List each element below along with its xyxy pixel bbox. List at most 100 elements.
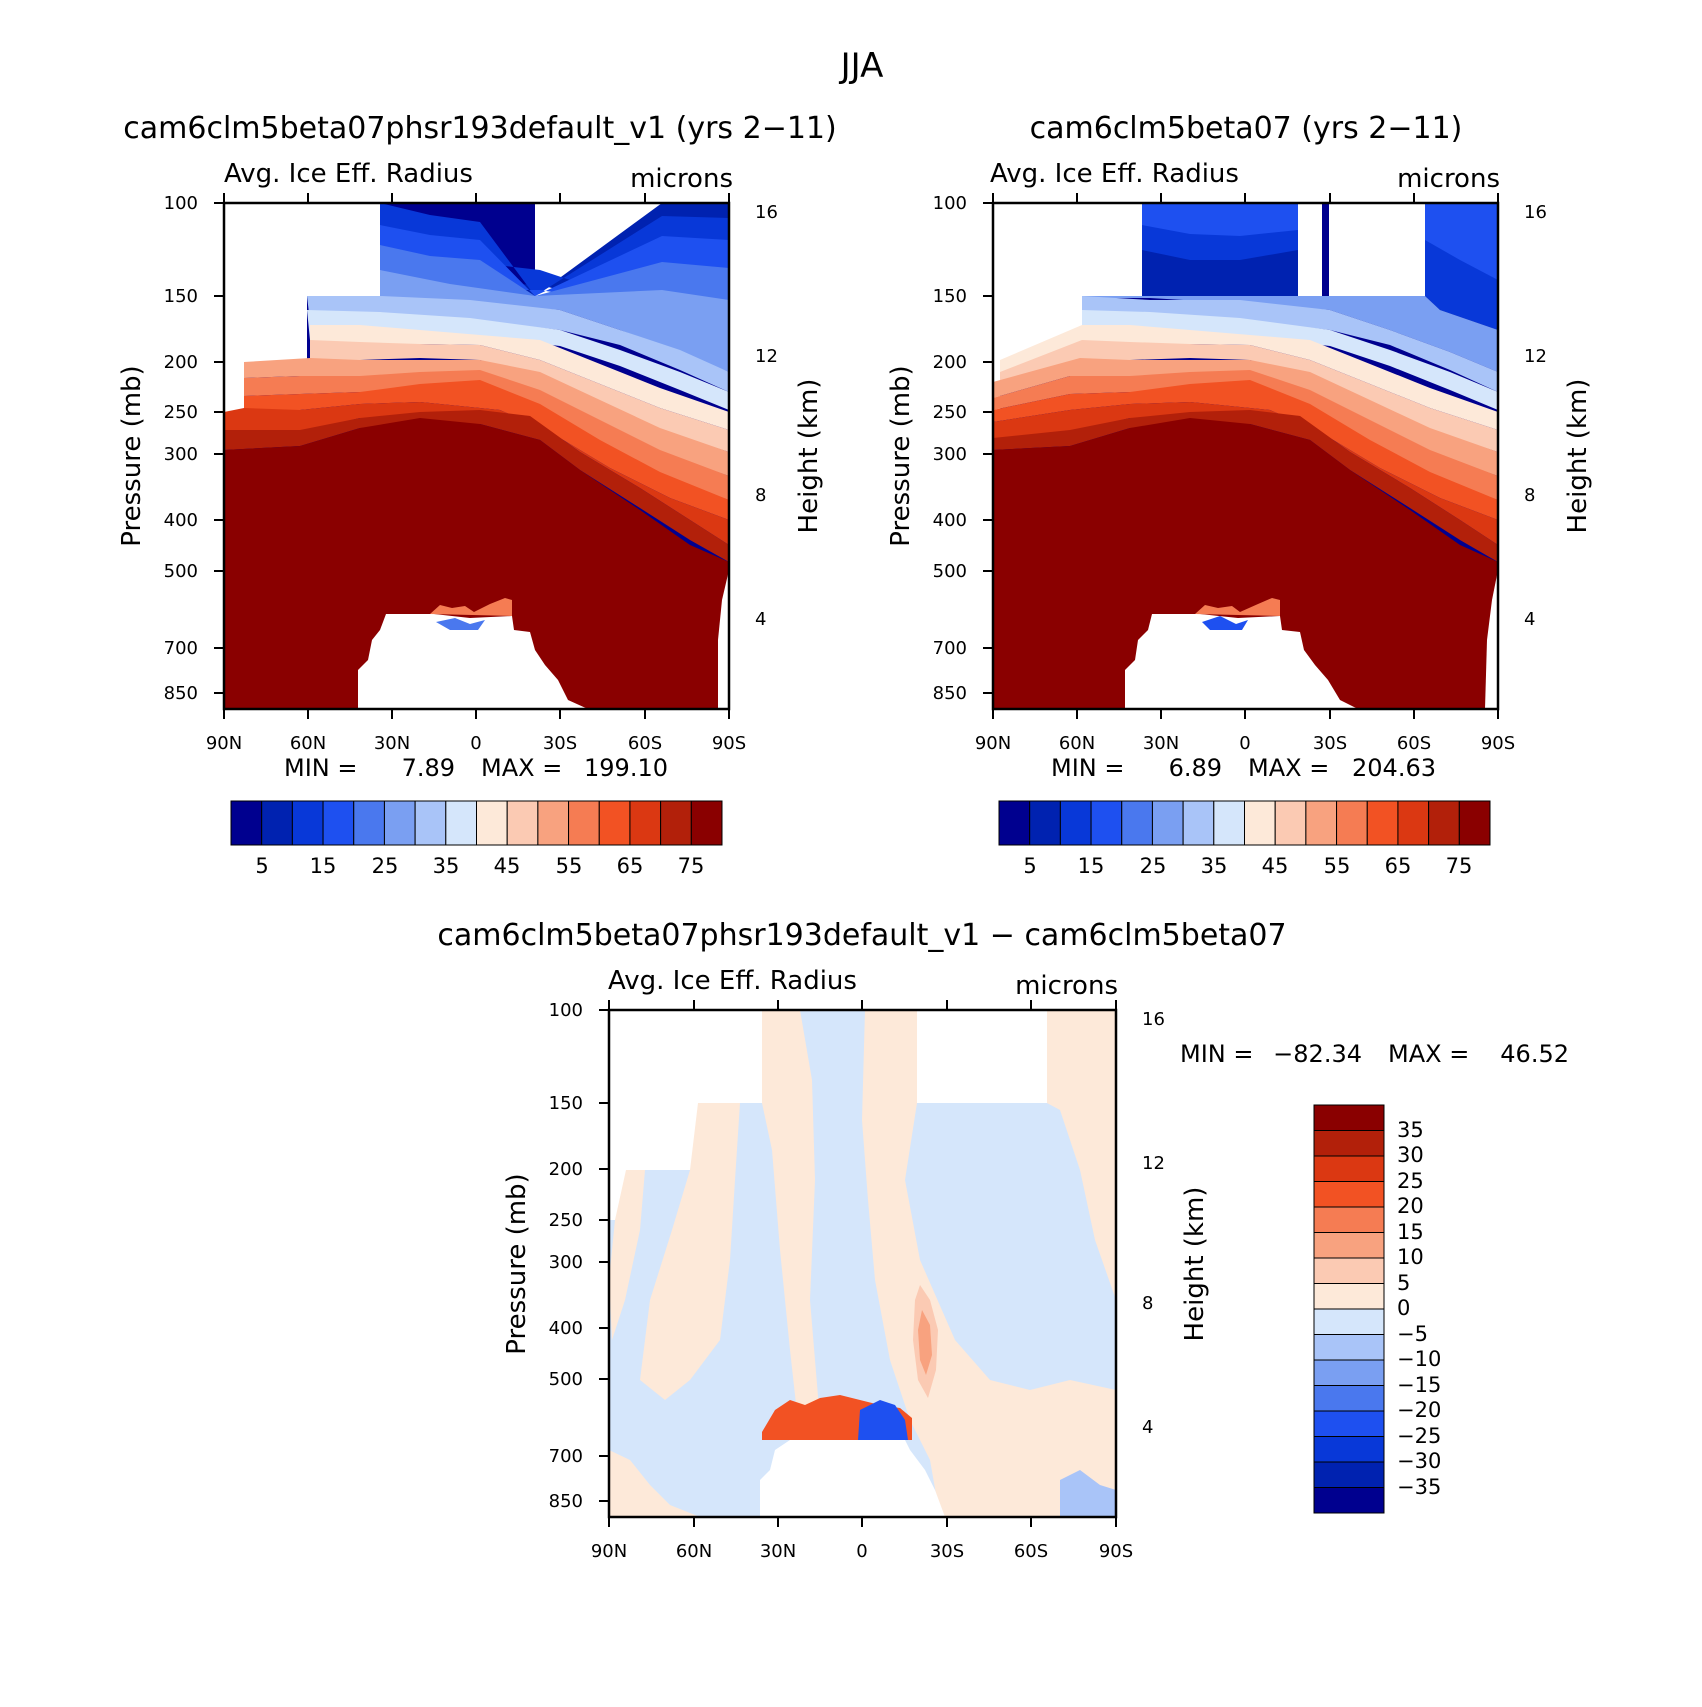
contour-band — [1082, 310, 1498, 410]
colorbar-cell — [1313, 1334, 1385, 1361]
y-axis-label: Pressure (mb) — [886, 365, 916, 546]
colorbar-cell — [690, 800, 723, 846]
y-axis-right-label: Height (km) — [794, 379, 824, 534]
y-tick-label: 500 — [164, 561, 198, 582]
x-ticks: 90N 60N 30N 0 30S 60S 90S — [591, 1541, 1133, 1562]
contour-band — [1000, 325, 1498, 430]
colorbar-label: 15 — [1397, 1220, 1424, 1244]
panel-test: cam6clm5beta07phsr193default_v1 (yrs 2−1… — [117, 111, 837, 878]
contour-band — [1142, 203, 1298, 236]
contour-band — [310, 325, 729, 430]
y-tick-label: 700 — [549, 1446, 583, 1467]
colorbar-label: 45 — [1262, 854, 1289, 878]
y-axis-right-label: Height (km) — [1563, 379, 1593, 534]
colorbar-cell — [568, 800, 600, 846]
colorbar-cell — [1313, 1461, 1385, 1488]
y-tick-label: 250 — [549, 1210, 583, 1231]
x-tick-label: 90N — [591, 1541, 627, 1562]
colorbar-label: 45 — [494, 854, 521, 878]
contour-band — [993, 358, 1498, 476]
colorbar-cell — [353, 800, 385, 846]
height-tick-label: 12 — [1524, 346, 1547, 367]
x-tick-label: 60N — [676, 1541, 712, 1562]
y-tick-label: 250 — [164, 402, 198, 423]
colorbar-cell — [1313, 1155, 1385, 1182]
colorbar: 5 15 25 35 45 55 65 75 — [998, 800, 1491, 878]
height-tick-label: 8 — [1524, 485, 1535, 506]
contour-band — [993, 402, 1498, 545]
colorbar-cell — [506, 800, 539, 846]
y-tick-label: 300 — [933, 444, 967, 465]
colorbar-label: 35 — [433, 854, 460, 878]
x-tick-label: 90S — [712, 733, 746, 754]
colorbar-label: −20 — [1397, 1398, 1441, 1422]
variable-label: Avg. Ice Eff. Radius — [990, 159, 1239, 189]
colorbar-cell — [1458, 800, 1491, 846]
y-tick-label: 150 — [164, 286, 198, 307]
y-tick-label: 500 — [933, 561, 967, 582]
height-tick-label: 16 — [1524, 202, 1547, 223]
height-tick-label: 4 — [1142, 1417, 1153, 1438]
x-tick-label: 60N — [1059, 733, 1095, 754]
y-axis-label: Pressure (mb) — [117, 365, 147, 546]
min-label: MIN = — [1180, 1040, 1253, 1068]
max-value: 204.63 — [1352, 754, 1436, 782]
colorbar-cell — [1313, 1181, 1385, 1208]
contour-field — [224, 203, 729, 709]
colorbar-label: 25 — [372, 854, 399, 878]
height-tick-label: 4 — [1524, 609, 1535, 630]
colorbar-label: 25 — [1140, 854, 1167, 878]
y-axis-right-label: Height (km) — [1180, 1187, 1210, 1342]
colorbar-cell — [476, 800, 508, 846]
contour-band — [1082, 296, 1498, 372]
contour-band — [224, 402, 729, 545]
y-tick-label: 200 — [549, 1159, 583, 1180]
colorbar-cell — [629, 800, 662, 846]
y-tick-label: 300 — [164, 444, 198, 465]
max-label: MAX = — [1248, 754, 1329, 782]
x-tick-label: 60S — [1014, 1541, 1048, 1562]
height-tick-label: 16 — [1142, 1009, 1165, 1030]
y-tick-label: 100 — [164, 193, 198, 214]
colorbar: 5 15 25 35 45 55 65 75 — [230, 800, 723, 878]
y-tick-label: 700 — [164, 638, 198, 659]
x-tick-label: 60S — [628, 733, 662, 754]
y-tick-label: 850 — [933, 683, 967, 704]
colorbar-cell — [1182, 800, 1215, 846]
colorbar-cell — [322, 800, 355, 846]
colorbar-cell — [598, 800, 631, 846]
units-label: microns — [1397, 164, 1500, 194]
colorbar-label: 5 — [255, 854, 268, 878]
colorbar-label: 20 — [1397, 1194, 1424, 1218]
x-ticks: 90N 60N 30N 0 30S 60S 90S — [975, 733, 1515, 754]
x-tick-label: 30N — [760, 1541, 796, 1562]
colorbar-cell — [660, 800, 692, 846]
x-tick-label: 60S — [1397, 733, 1431, 754]
colorbar-cell — [1313, 1283, 1385, 1310]
y-tick-label: 250 — [933, 402, 967, 423]
colorbar-label: 35 — [1397, 1118, 1424, 1142]
surface-noise — [1195, 598, 1280, 616]
y-ticks-left: 100 150 200 250 300 400 500 700 850 — [164, 193, 198, 704]
y-ticks-left: 100 150 200 250 300 400 500 700 850 — [549, 1000, 583, 1512]
colorbar: 35 30 25 20 15 10 5 0 −5 −10 −15 −20 −25… — [1313, 1104, 1441, 1514]
y-tick-label: 150 — [549, 1093, 583, 1114]
colorbar-cell — [1313, 1487, 1385, 1514]
colorbar-label: −15 — [1397, 1373, 1441, 1397]
x-ticks: 90N 60N 30N 0 30S 60S 90S — [206, 733, 746, 754]
contour-band — [1000, 340, 1498, 452]
y-tick-label: 500 — [549, 1369, 583, 1390]
colorbar-cell — [1121, 800, 1153, 846]
contour-field — [993, 203, 1498, 709]
colorbar-cell — [1244, 800, 1276, 846]
max-label: MAX = — [481, 754, 562, 782]
x-tick-label: 30S — [543, 733, 577, 754]
y-tick-label: 300 — [549, 1252, 583, 1273]
contour-band — [1060, 1470, 1116, 1517]
contour-band — [993, 418, 1498, 709]
figure-title: JJA — [839, 46, 884, 86]
contour-band — [993, 410, 1498, 562]
y-ticks-right: 16 12 8 4 — [1524, 202, 1547, 630]
colorbar-cell — [1313, 1206, 1385, 1233]
